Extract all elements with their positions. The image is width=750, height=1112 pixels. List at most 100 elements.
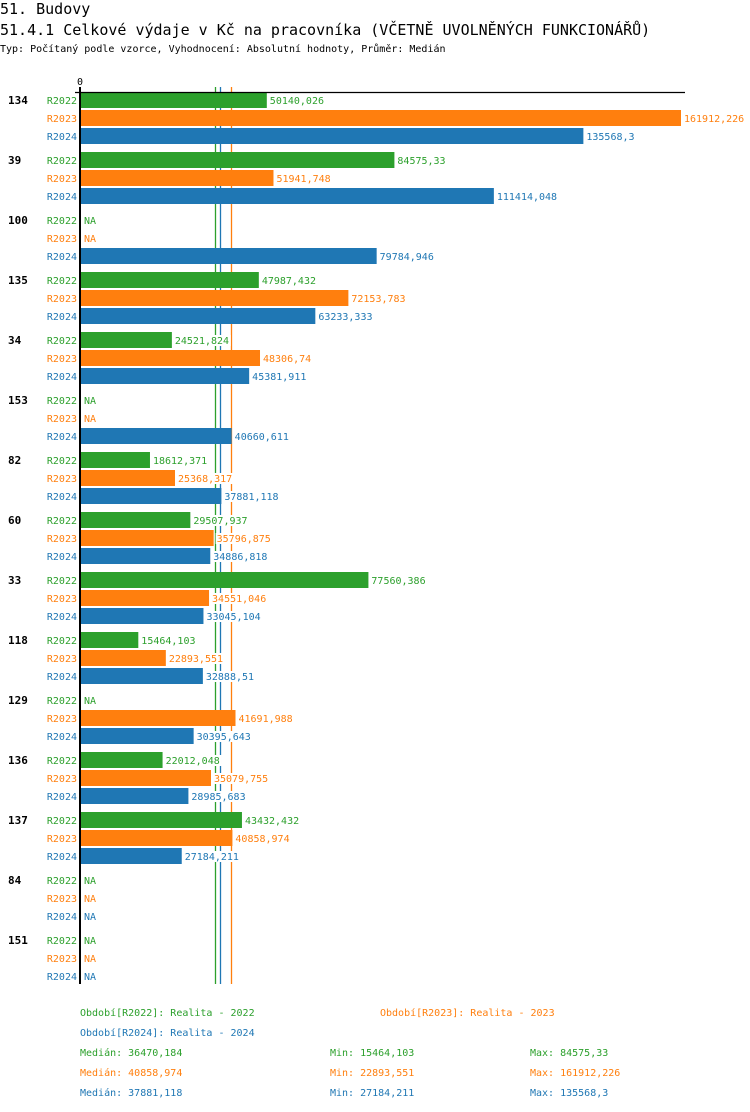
series-label-r2022: R2022 xyxy=(47,96,77,107)
series-label-r2022: R2022 xyxy=(47,876,77,887)
legend-max-r2023: Max: 161912,226 xyxy=(530,1068,621,1079)
category-label: 60 xyxy=(8,514,21,527)
data-label-r2023: 35079,755 xyxy=(214,774,268,785)
data-label-bg xyxy=(317,311,375,322)
series-label-r2022: R2022 xyxy=(47,336,77,347)
bar-r2023 xyxy=(81,830,233,846)
data-label-bg xyxy=(151,455,209,466)
bar-r2022 xyxy=(81,332,172,348)
legend-period-r2024: Období[R2024]: Realita - 2024 xyxy=(80,1028,255,1039)
data-label-bg xyxy=(83,935,98,946)
data-label-r2023: 25368,317 xyxy=(178,474,232,485)
data-label-bg xyxy=(396,155,448,166)
data-label-bg xyxy=(243,815,301,826)
series-label-r2022: R2022 xyxy=(47,576,77,587)
series-label-r2022: R2022 xyxy=(47,276,77,287)
series-label-r2022: R2022 xyxy=(47,816,77,827)
legend-max-r2022: Max: 84575,33 xyxy=(530,1048,609,1059)
data-label-bg xyxy=(275,173,333,184)
series-label-r2024: R2024 xyxy=(47,972,77,983)
series-label-r2023: R2023 xyxy=(47,114,77,125)
bar-r2022 xyxy=(81,812,242,828)
data-label-bg xyxy=(370,575,428,586)
series-label-r2023: R2023 xyxy=(47,234,77,245)
category-label: 118 xyxy=(8,634,28,647)
data-label-bg xyxy=(223,491,281,502)
section-heading: 51. Budovy xyxy=(0,0,91,18)
data-label-bg xyxy=(83,413,98,424)
data-label-bg xyxy=(585,131,637,142)
bar-r2023 xyxy=(81,530,214,546)
series-label-r2024: R2024 xyxy=(47,852,77,863)
data-label-r2024: 37881,118 xyxy=(224,492,278,503)
series-label-r2023: R2023 xyxy=(47,174,77,185)
legend-median-r2024: Medián: 37881,118 xyxy=(80,1088,183,1099)
series-label-r2022: R2022 xyxy=(47,636,77,647)
data-label-bg xyxy=(140,635,198,646)
data-label-r2022: NA xyxy=(84,876,96,887)
bar-r2022 xyxy=(81,92,267,108)
bar-r2023 xyxy=(81,650,166,666)
data-label-bg xyxy=(173,335,231,346)
bar-r2024 xyxy=(81,608,204,624)
data-label-r2023: 41691,988 xyxy=(238,714,292,725)
data-label-r2022: 50140,026 xyxy=(270,96,324,107)
data-label-bg xyxy=(83,953,98,964)
data-label-r2024: 63233,333 xyxy=(318,312,372,323)
legend-min-r2023: Min: 22893,551 xyxy=(330,1068,415,1079)
category-label: 129 xyxy=(8,694,28,707)
series-label-r2023: R2023 xyxy=(47,534,77,545)
data-label-bg xyxy=(683,113,746,124)
category-label: 100 xyxy=(8,214,28,227)
data-label-r2024: 27184,211 xyxy=(185,852,239,863)
bar-r2023 xyxy=(81,470,176,486)
category-label: 136 xyxy=(8,754,28,767)
series-label-r2024: R2024 xyxy=(47,192,77,203)
data-label-bg xyxy=(83,395,98,406)
category-label: 82 xyxy=(8,454,21,467)
data-label-bg xyxy=(204,671,256,682)
series-label-r2023: R2023 xyxy=(47,714,77,725)
data-label-bg xyxy=(212,773,270,784)
data-label-bg xyxy=(83,215,98,226)
data-label-bg xyxy=(195,731,253,742)
data-label-r2022: NA xyxy=(84,396,96,407)
bar-r2024 xyxy=(81,548,211,564)
bar-r2022 xyxy=(81,752,163,768)
data-label-bg xyxy=(495,191,559,202)
data-label-bg xyxy=(260,275,318,286)
data-label-r2022: 47987,432 xyxy=(262,276,316,287)
data-label-r2023: 40858,974 xyxy=(235,834,289,845)
data-label-r2024: 135568,3 xyxy=(586,132,634,143)
bar-r2024 xyxy=(81,128,584,144)
bar-r2022 xyxy=(81,272,259,288)
series-label-r2022: R2022 xyxy=(47,756,77,767)
data-label-bg xyxy=(251,371,309,382)
data-label-r2022: 84575,33 xyxy=(397,156,445,167)
series-label-r2024: R2024 xyxy=(47,672,77,683)
data-label-r2024: 32888,51 xyxy=(206,672,254,683)
data-label-r2024: 111414,048 xyxy=(497,192,557,203)
series-label-r2023: R2023 xyxy=(47,774,77,785)
series-label-r2024: R2024 xyxy=(47,552,77,563)
bar-r2023 xyxy=(81,770,211,786)
series-label-r2023: R2023 xyxy=(47,894,77,905)
data-label-r2024: NA xyxy=(84,912,96,923)
data-label-r2022: 43432,432 xyxy=(245,816,299,827)
data-label-bg xyxy=(268,95,326,106)
data-label-bg xyxy=(190,791,248,802)
bar-r2024 xyxy=(81,428,232,444)
series-label-r2023: R2023 xyxy=(47,354,77,365)
bar-r2023 xyxy=(81,170,274,186)
chart-title: 51.4.1 Celkové výdaje v Kč na pracovníka… xyxy=(0,21,651,39)
data-label-r2023: NA xyxy=(84,234,96,245)
series-label-r2022: R2022 xyxy=(47,216,77,227)
bar-r2022 xyxy=(81,512,191,528)
bar-r2023 xyxy=(81,350,261,366)
bar-r2024 xyxy=(81,788,189,804)
bar-r2022 xyxy=(81,632,139,648)
bar-r2024 xyxy=(81,248,377,264)
series-label-r2024: R2024 xyxy=(47,252,77,263)
data-label-r2023: 161912,226 xyxy=(684,114,744,125)
bar-r2024 xyxy=(81,188,494,204)
